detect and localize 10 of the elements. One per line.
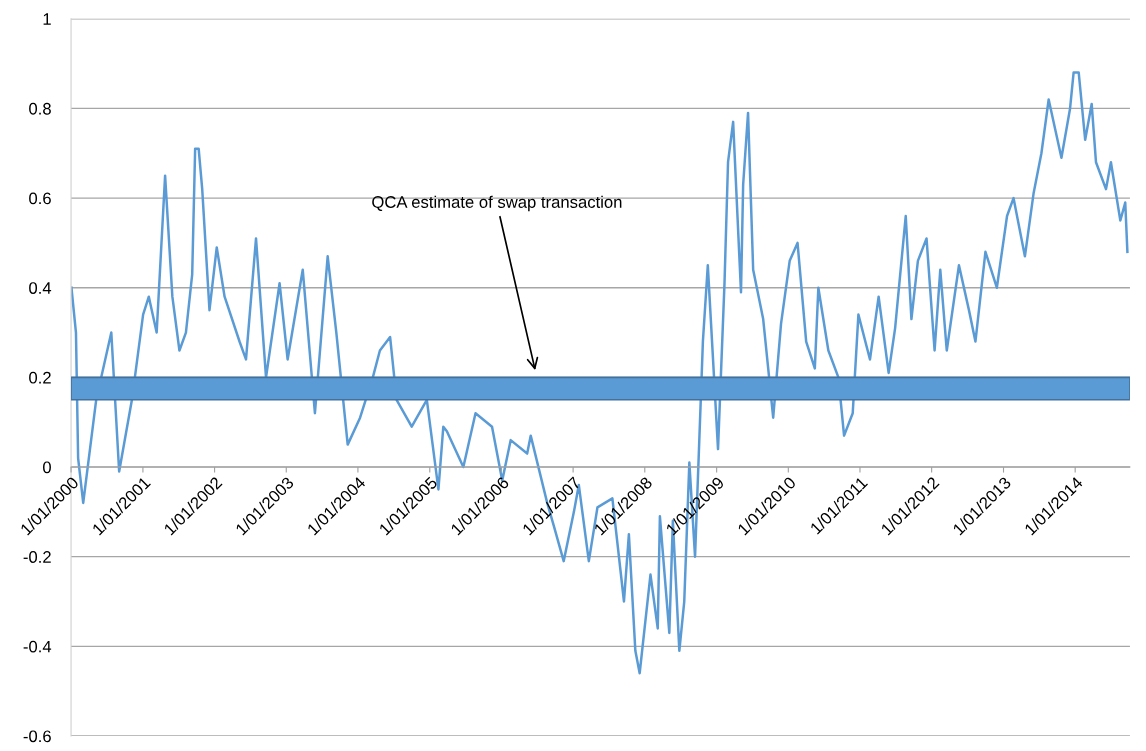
y-tick-label: -0.4 bbox=[23, 640, 52, 653]
y-tick-label: 0.2 bbox=[29, 371, 51, 384]
y-tick-label: 0.4 bbox=[29, 282, 52, 294]
y-tick-label: -0.2 bbox=[23, 551, 51, 563]
y-tick-label: 0.8 bbox=[29, 102, 51, 115]
y-tick-label: -0.6 bbox=[23, 730, 51, 743]
y-tick-label: 0 bbox=[42, 461, 51, 474]
y-tick-label: 0.6 bbox=[29, 192, 51, 205]
y-tick-label: 1 bbox=[43, 13, 51, 25]
annotation: QCA estimate of swap transaction bbox=[372, 195, 622, 212]
